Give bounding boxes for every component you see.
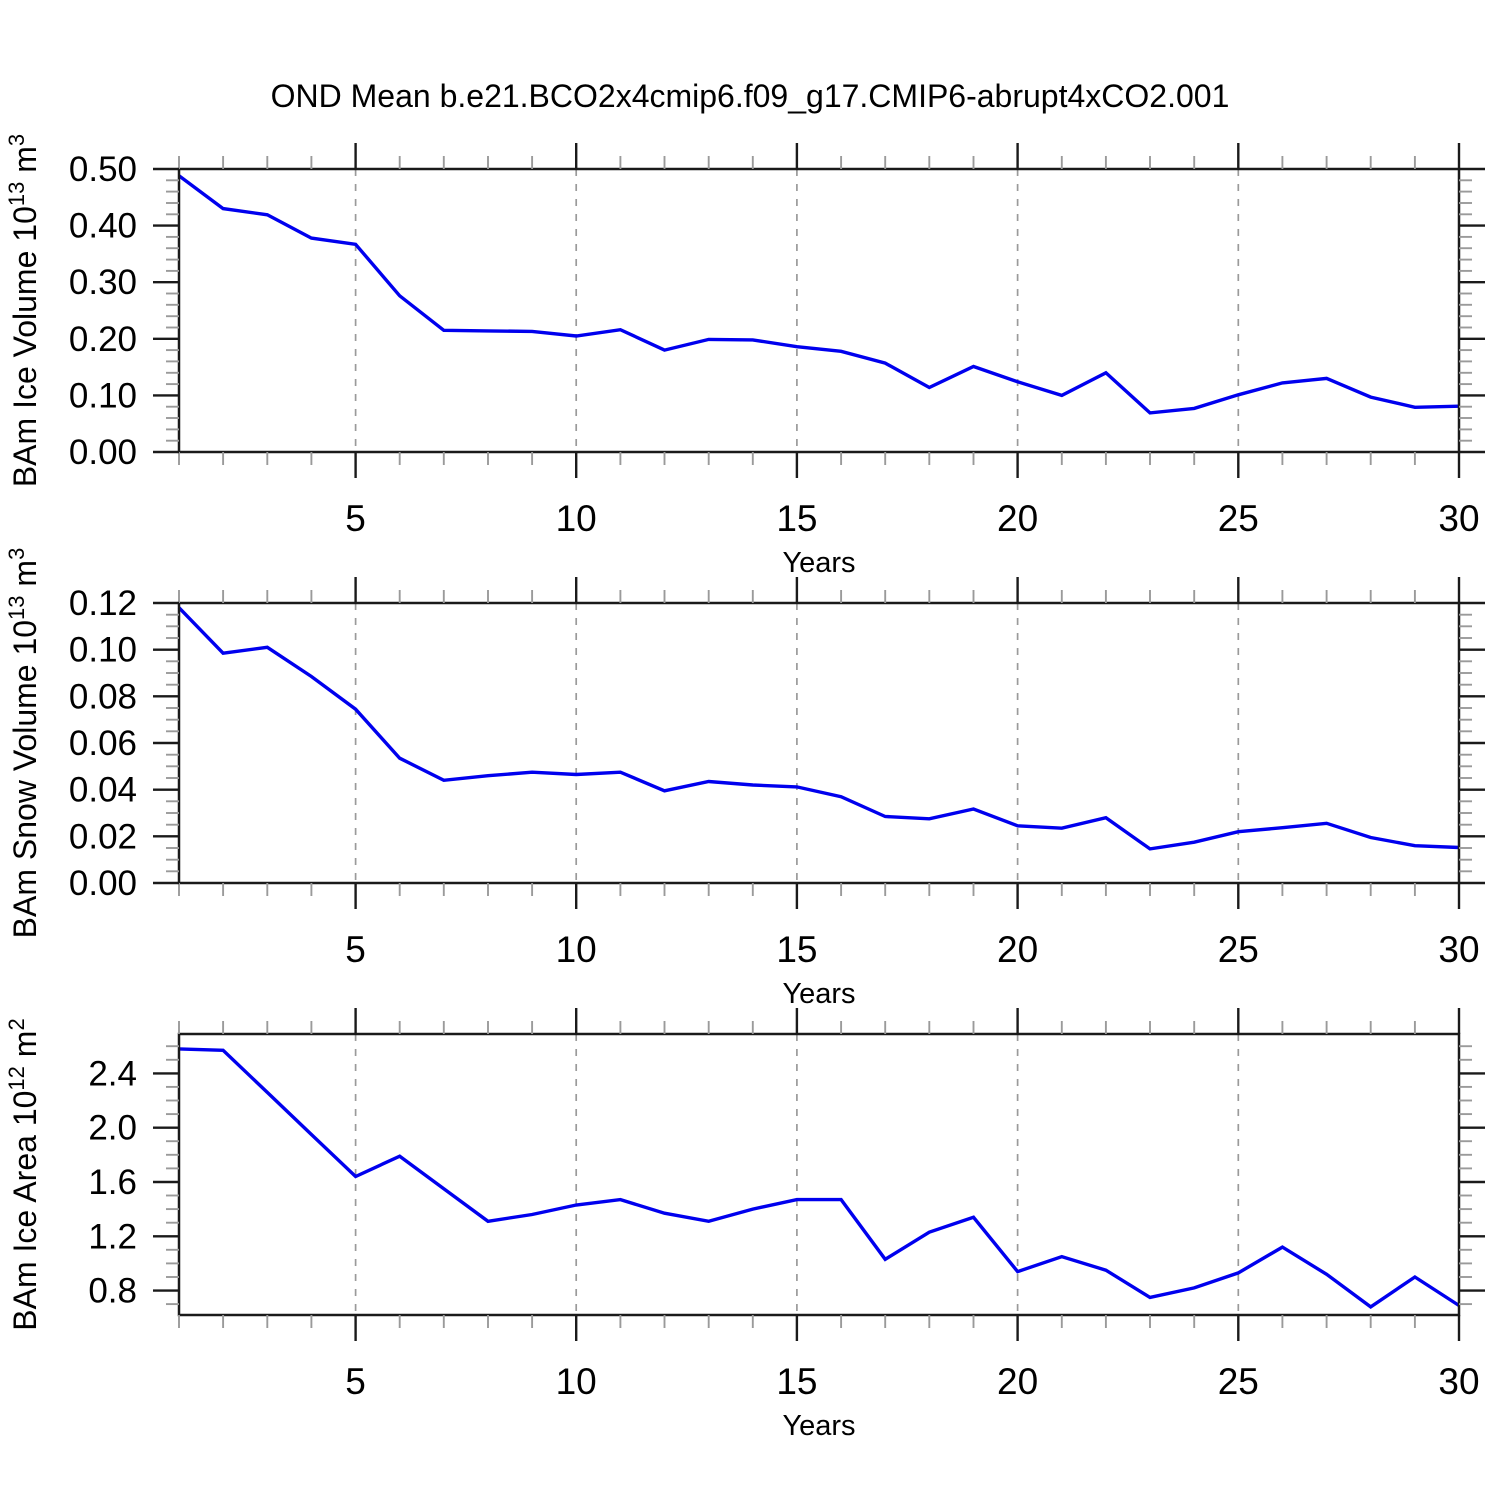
y-tick-label: 0.02: [69, 817, 137, 856]
x-tick-label: 25: [1218, 929, 1259, 970]
y-tick-label: 0.20: [69, 320, 137, 359]
plot-border: [177, 1032, 1461, 1317]
panel-snow-volume: 0.00 0.02 0.04 0.06 0.08 0.10 0.12 5 10 15 20 25 30 Y…: [4, 548, 1485, 1010]
y-tick-label: 0.06: [69, 724, 137, 763]
panel-ice-area: 0.8 1.2 1.6 2.0 2.4 5 10 15 20 25 30 Years BAm Ice A…: [4, 1008, 1485, 1442]
x-tick-label: 20: [997, 929, 1038, 970]
y-tick-label: 0.50: [69, 150, 137, 189]
y-tick-label: 0.30: [69, 263, 137, 302]
x-tick-label: 15: [776, 929, 817, 970]
x-tick-label: 20: [997, 498, 1038, 539]
y-tick-label: 0.08: [69, 677, 137, 716]
x-tick-label: 15: [776, 1361, 817, 1402]
ice-area-series-line: [178, 1047, 1460, 1309]
ice-volume-series-line: [177, 174, 1460, 415]
y-tick-label: 0.40: [69, 207, 137, 246]
y-tick-label: 1.6: [88, 1163, 137, 1202]
x-axis-title: Years: [782, 547, 855, 579]
y-tick-label: 2.0: [88, 1109, 137, 1148]
x-tick-label: 25: [1218, 498, 1259, 539]
y-axis-title: BAm Ice Volume 1013 m3: [4, 134, 43, 487]
y-tick-label: 0.8: [88, 1272, 137, 1311]
x-tick-label: 15: [776, 498, 817, 539]
x-tick-label: 30: [1438, 929, 1479, 970]
x-tick-label: 10: [556, 929, 597, 970]
x-axis-title: Years: [782, 978, 855, 1010]
x-tick-label: 10: [556, 498, 597, 539]
panel-ice-volume: 0.00 0.10 0.20 0.30 0.40 0.50 5 10 15 20 25 30 Years…: [4, 134, 1485, 579]
figure-title: OND Mean b.e21.BCO2x4cmip6.f09_g17.CMIP6…: [271, 78, 1230, 114]
x-tick-label: 10: [556, 1361, 597, 1402]
y-tick-label: 0.00: [69, 433, 137, 472]
x-tick-label: 25: [1218, 1361, 1259, 1402]
x-tick-label: 5: [345, 498, 366, 539]
y-tick-label: 1.2: [88, 1217, 137, 1256]
x-tick-label: 20: [997, 1361, 1038, 1402]
plot-border: [177, 601, 1461, 885]
y-axis-title: BAm Snow Volume 1013 m3: [4, 548, 43, 939]
x-tick-label: 5: [345, 1361, 366, 1402]
y-axis-title: BAm Ice Area 1012 m2: [4, 1018, 43, 1330]
x-axis-title: Years: [782, 1410, 855, 1442]
plot-border: [177, 167, 1461, 454]
snow-volume-series-line: [177, 606, 1460, 851]
x-tick-label: 30: [1438, 498, 1479, 539]
y-tick-label: 0.00: [69, 864, 137, 903]
x-tick-label: 5: [345, 929, 366, 970]
y-tick-label: 0.12: [69, 584, 137, 623]
y-tick-label: 0.04: [69, 771, 137, 810]
y-tick-label: 2.4: [88, 1054, 137, 1093]
y-tick-label: 0.10: [69, 376, 137, 415]
x-tick-label: 30: [1438, 1361, 1479, 1402]
y-tick-label: 0.10: [69, 631, 137, 670]
